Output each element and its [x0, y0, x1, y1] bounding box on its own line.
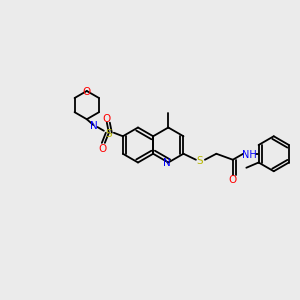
Text: O: O: [103, 114, 111, 124]
Text: N: N: [164, 158, 171, 169]
Text: S: S: [106, 129, 112, 139]
Text: O: O: [229, 176, 237, 185]
Text: S: S: [196, 156, 203, 166]
Text: O: O: [99, 144, 107, 154]
Text: NH: NH: [242, 150, 256, 160]
Text: O: O: [83, 87, 91, 97]
Text: N: N: [90, 121, 97, 131]
